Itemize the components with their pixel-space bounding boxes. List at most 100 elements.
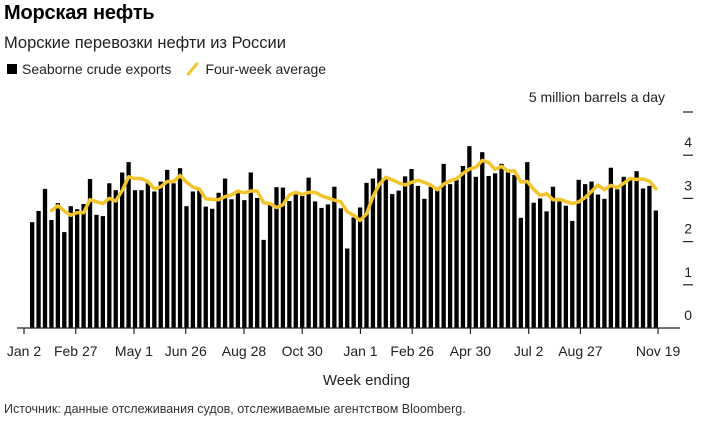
bar bbox=[94, 214, 99, 328]
bar bbox=[557, 201, 562, 328]
bar bbox=[126, 162, 131, 328]
y-tick-label: 3 bbox=[684, 177, 692, 193]
x-tick-label: Aug 28 bbox=[222, 343, 267, 359]
y-axis-ticks: 4 3 2 1 0 bbox=[683, 111, 693, 323]
bar bbox=[222, 178, 228, 328]
bar bbox=[570, 220, 575, 328]
bar bbox=[81, 204, 86, 328]
bar bbox=[634, 171, 639, 328]
bar bbox=[505, 171, 511, 328]
bar bbox=[422, 198, 427, 328]
bar bbox=[486, 175, 491, 328]
x-tick-label: Jan 1 bbox=[343, 343, 377, 359]
bar bbox=[235, 193, 241, 328]
bar bbox=[190, 191, 196, 328]
bar bbox=[132, 190, 138, 328]
bar bbox=[30, 222, 35, 328]
bar bbox=[441, 163, 446, 328]
y-axis-units-label: 5 million barrels a day bbox=[528, 89, 665, 105]
bar bbox=[615, 189, 620, 328]
bar bbox=[287, 200, 292, 328]
chart-subtitle: Морские перевозки нефти из России bbox=[4, 34, 286, 52]
y-tick-label: 1 bbox=[684, 264, 692, 280]
bar bbox=[627, 179, 633, 328]
x-tick-label: Jan 2 bbox=[7, 343, 41, 359]
chart-plot: Jan 2 Feb 27 May 1 Jun 26 Aug 28 Oct 30 Jan 1 F… bbox=[7, 111, 693, 359]
bar bbox=[544, 211, 549, 328]
bar bbox=[139, 190, 144, 328]
bar bbox=[100, 216, 106, 328]
bar bbox=[409, 169, 414, 328]
bar bbox=[306, 177, 311, 328]
y-tick-label: 2 bbox=[684, 221, 692, 237]
bar bbox=[345, 248, 350, 328]
bar bbox=[480, 152, 485, 328]
bar bbox=[518, 217, 523, 328]
bar bbox=[145, 183, 151, 328]
bar-series bbox=[30, 146, 659, 328]
bar bbox=[364, 182, 369, 328]
bar bbox=[177, 168, 183, 328]
x-tick-label: Apr 30 bbox=[450, 343, 491, 359]
bar bbox=[402, 176, 408, 328]
bar bbox=[274, 187, 279, 328]
chart-title: Морская нефть bbox=[4, 2, 155, 24]
bar bbox=[332, 186, 337, 328]
bar bbox=[351, 217, 356, 328]
bar bbox=[608, 167, 613, 328]
bar bbox=[396, 190, 401, 328]
bar bbox=[492, 173, 498, 328]
x-tick-label: Aug 27 bbox=[558, 343, 603, 359]
bar bbox=[640, 188, 646, 328]
x-tick-label: Jun 26 bbox=[165, 343, 207, 359]
bar bbox=[576, 179, 581, 328]
bar bbox=[171, 183, 176, 328]
bar bbox=[383, 178, 388, 328]
bar bbox=[107, 183, 112, 328]
x-tick-label: Jul 2 bbox=[514, 343, 544, 359]
x-axis-label: Week ending bbox=[322, 372, 411, 389]
bar bbox=[319, 207, 324, 328]
bar bbox=[36, 210, 41, 328]
bar bbox=[68, 206, 73, 328]
bar bbox=[512, 175, 517, 328]
four-week-average-line bbox=[49, 158, 658, 223]
bar bbox=[203, 206, 208, 328]
bar bbox=[325, 204, 331, 328]
x-tick-label: Feb 26 bbox=[390, 343, 434, 359]
bar bbox=[537, 198, 543, 328]
bar bbox=[653, 210, 659, 328]
x-tick-label: Oct 30 bbox=[282, 343, 323, 359]
bar bbox=[184, 206, 189, 328]
bar bbox=[267, 204, 273, 328]
bar bbox=[357, 207, 363, 328]
bar bbox=[280, 187, 286, 328]
bar bbox=[435, 187, 440, 328]
bar bbox=[647, 185, 652, 328]
bar bbox=[42, 188, 48, 328]
bar bbox=[49, 220, 54, 328]
bar bbox=[338, 208, 343, 328]
bar bbox=[428, 186, 433, 328]
bar bbox=[62, 232, 67, 328]
bar bbox=[589, 181, 594, 328]
bar bbox=[550, 186, 556, 328]
bar bbox=[300, 195, 305, 328]
bar bbox=[531, 202, 536, 328]
bar bbox=[293, 194, 298, 328]
bar bbox=[454, 179, 459, 328]
bar bbox=[602, 198, 607, 328]
bar bbox=[255, 197, 260, 328]
bar bbox=[390, 194, 395, 328]
bar bbox=[197, 190, 202, 328]
x-tick-label: Nov 19 bbox=[636, 343, 681, 359]
bar bbox=[87, 178, 93, 328]
bar bbox=[229, 199, 234, 328]
bar bbox=[165, 169, 170, 328]
bar bbox=[210, 208, 215, 328]
bar bbox=[563, 205, 568, 328]
y-tick-label: 0 bbox=[684, 307, 692, 323]
legend-line-label: Four-week average bbox=[205, 61, 327, 77]
legend-bar-swatch-icon bbox=[7, 64, 17, 74]
bar bbox=[377, 168, 382, 328]
